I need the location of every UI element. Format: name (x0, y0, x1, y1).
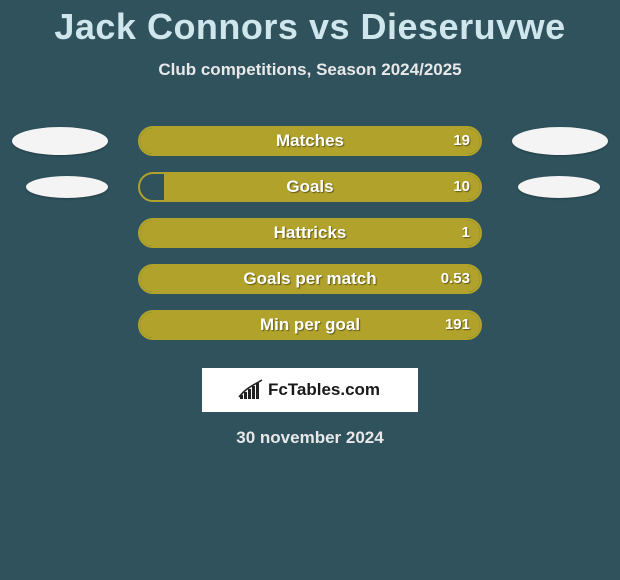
stat-row: Min per goal191 (0, 302, 620, 348)
stat-bar-track (138, 264, 482, 294)
page-title: Jack Connors vs Dieseruvwe (0, 0, 620, 48)
title-player2: Dieseruvwe (361, 6, 566, 47)
stat-rows: Matches19Goals10Hattricks1Goals per matc… (0, 118, 620, 348)
comparison-infographic: Jack Connors vs Dieseruvwe Club competit… (0, 0, 620, 580)
subtitle: Club competitions, Season 2024/2025 (0, 60, 620, 80)
stat-bar-fill-right (138, 128, 480, 154)
stat-bar-fill-right (138, 220, 480, 246)
player1-marker (12, 127, 108, 155)
stat-bar-track (138, 310, 482, 340)
logo-text: FcTables.com (268, 380, 380, 400)
stat-bar-track (138, 172, 482, 202)
logo-box: FcTables.com (202, 368, 418, 412)
player2-marker (518, 176, 600, 198)
stat-bar-fill-right (138, 312, 480, 338)
stat-row: Goals per match0.53 (0, 256, 620, 302)
stat-row: Matches19 (0, 118, 620, 164)
title-vs: vs (309, 6, 350, 47)
fctables-chart-icon (240, 381, 262, 399)
stat-row: Goals10 (0, 164, 620, 210)
stat-bar-fill-right (164, 174, 480, 200)
date-text: 30 november 2024 (0, 428, 620, 448)
player1-marker (26, 176, 108, 198)
stat-bar-track (138, 126, 482, 156)
stat-row: Hattricks1 (0, 210, 620, 256)
player2-marker (512, 127, 608, 155)
stat-bar-fill-right (138, 266, 480, 292)
stat-bar-track (138, 218, 482, 248)
title-player1: Jack Connors (54, 6, 298, 47)
